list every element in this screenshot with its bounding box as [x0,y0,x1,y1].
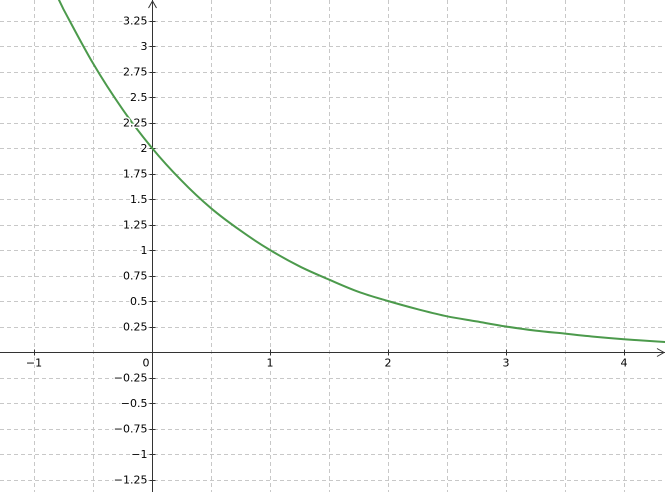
x-tick-label: 3 [503,357,510,370]
x-axis-arrow [656,348,665,357]
y-tick-label: 2.5 [130,91,148,104]
y-tick-label: −1 [131,448,147,461]
y-tick-label: −1.25 [114,474,148,487]
y-tick-label: 0.25 [123,321,148,334]
y-tick-label: 2.75 [123,66,148,79]
x-tick-label: 1 [267,357,274,370]
y-tick-label: 1 [141,244,148,257]
y-axis-arrow [148,0,157,9]
y-tick-label: 2 [141,142,148,155]
y-tick-label: 0.75 [123,270,148,283]
y-tick-label: −0.75 [114,423,148,436]
x-tick-label: 0 [143,357,150,370]
y-tick-label: 1.75 [123,168,148,181]
y-tick-label: −0.25 [114,372,148,385]
x-tick-label: 2 [385,357,392,370]
x-tick-label: 4 [621,357,628,370]
series-curve-0 [57,0,665,343]
y-tick-label: 1.5 [130,193,148,206]
y-tick-label: 3.25 [123,15,148,28]
x-tick-label: −1 [26,357,42,370]
y-tick-label: −0.5 [121,397,148,410]
y-tick-label: 3 [141,40,148,53]
y-tick-label: 0.5 [130,295,148,308]
tick-labels: −1 0 1 2 3 4 3.25 3 2.75 2.5 2.25 2 1.75 1.5 1.25 1 0.75… [24,13,629,488]
y-tick-label: 2.25 [123,117,148,130]
y-tick-label: 1.25 [123,219,148,232]
series-group [57,0,665,343]
